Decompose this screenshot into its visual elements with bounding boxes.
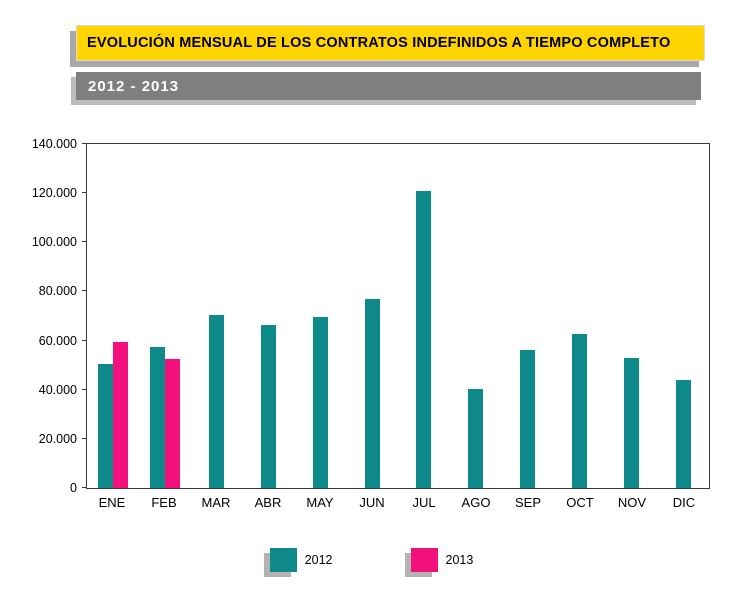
y-tick-mark (82, 388, 87, 390)
bar-2012-abr (260, 324, 276, 488)
bar-2013-ene (112, 341, 128, 488)
y-tick-mark (82, 290, 87, 292)
y-tick-mark (82, 143, 87, 144)
bar-2012-ago (468, 388, 484, 488)
bar-2012-mar (209, 314, 225, 488)
bar-group-abr (242, 144, 294, 488)
bar-group-dic (657, 144, 709, 488)
bar-2012-ene (97, 363, 113, 488)
x-axis-label-jul: JUL (412, 495, 436, 510)
bar-2012-jul (416, 190, 432, 488)
y-tick-label: 40.000 (38, 382, 77, 397)
x-axis-label-nov: NOV (617, 495, 647, 510)
x-axis-label-ago: AGO (461, 495, 491, 510)
bar-2012-dic (675, 379, 691, 488)
y-tick-label: 80.000 (38, 284, 77, 299)
y-tick-label: 0 (70, 481, 77, 495)
y-tick-mark (82, 487, 87, 488)
legend-label-2013: 2013 (445, 553, 474, 567)
x-axis-label-mar: MAR (201, 495, 231, 510)
bars-container (87, 144, 709, 488)
x-axis-label-dic: DIC (672, 495, 696, 510)
bar-group-nov (605, 144, 657, 488)
chart-title: EVOLUCIÓN MENSUAL DE LOS CONTRATOS INDEF… (87, 35, 671, 51)
bar-chart: 0 20.000 40.000 60.000 80.000 100.000 120.000 1… (0, 128, 743, 528)
bar-2013-feb (164, 359, 180, 488)
y-tick-label: 120.000 (31, 186, 77, 201)
legend-label-2012: 2012 (304, 553, 333, 567)
bar-2012-feb (149, 346, 165, 488)
legend-item-2012: 2012 (269, 548, 333, 572)
plot-area: 0 20.000 40.000 60.000 80.000 100.000 120.000 1… (32, 137, 710, 495)
y-tick-mark (82, 437, 87, 439)
bar-group-ene (87, 144, 139, 488)
bar-2012-may (312, 317, 328, 488)
bar-group-oct (553, 144, 605, 488)
x-axis-label-sep: SEP (514, 495, 541, 510)
bar-2012-oct (571, 334, 587, 488)
x-axis-label-jun: JUN (359, 495, 385, 510)
legend-swatch-2012 (269, 548, 297, 572)
bar-group-ago (450, 144, 502, 488)
legend-item-2013: 2013 (410, 548, 474, 572)
legend-swatch-2013 (410, 548, 438, 572)
y-tick-mark (82, 192, 87, 194)
bar-2012-jun (364, 298, 380, 488)
bar-group-feb (139, 144, 191, 488)
bar-group-jun (346, 144, 398, 488)
y-tick-label: 20.000 (38, 431, 77, 446)
x-axis-labels: ENE FEB MAR ABR MAY JUN JUL AGO SEP OCT NOV DIC (86, 495, 710, 510)
y-tick-mark (82, 241, 87, 243)
bar-group-mar (191, 144, 243, 488)
y-tick-mark (82, 339, 87, 341)
x-axis-label-feb: FEB (151, 495, 177, 510)
x-axis-label-may: MAY (306, 495, 334, 510)
chart-subtitle-banner: 2012 - 2013 (76, 72, 701, 100)
y-tick-label: 60.000 (38, 333, 77, 348)
y-tick-label: 140.000 (31, 137, 77, 151)
bar-group-sep (502, 144, 554, 488)
chart-title-banner: EVOLUCIÓN MENSUAL DE LOS CONTRATOS INDEF… (76, 25, 705, 61)
bar-group-may (294, 144, 346, 488)
bar-group-jul (398, 144, 450, 488)
x-axis-label-abr: ABR (254, 495, 282, 510)
bar-2012-nov (623, 357, 639, 488)
chart-legend: 2012 2013 (0, 540, 743, 580)
x-axis-label-ene: ENE (98, 495, 126, 510)
bar-2012-sep (520, 350, 536, 488)
x-axis-label-oct: OCT (566, 495, 594, 510)
chart-subtitle: 2012 - 2013 (88, 77, 180, 95)
y-tick-label: 100.000 (31, 235, 77, 250)
